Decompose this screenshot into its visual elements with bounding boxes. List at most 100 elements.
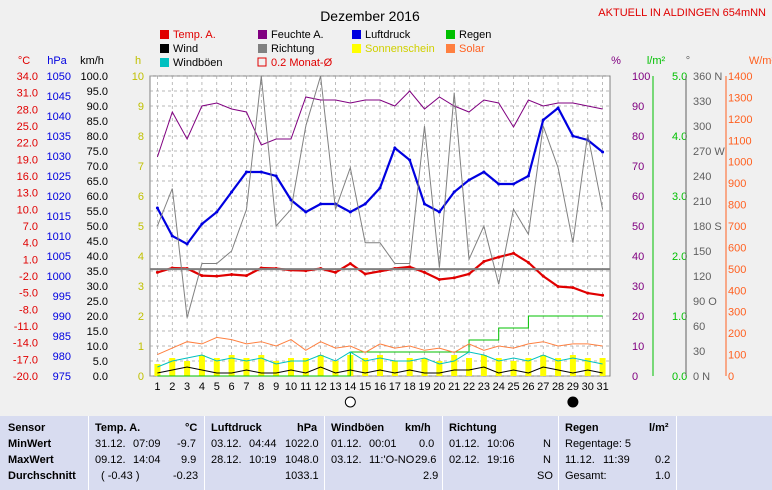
header-right: AKTUELL IN ALDINGEN 654mNN <box>598 7 766 19</box>
solar-tick-label: 800 <box>728 200 746 212</box>
temp-avg-note: ( -0.43 ) <box>101 470 140 482</box>
temp-head: Temp. A. <box>95 422 141 434</box>
pressure-min-val: 1022.0 <box>285 438 319 450</box>
sun-tick-label: 0 <box>138 371 144 383</box>
temp-tick-label: 22.0 <box>17 138 38 150</box>
x-tick-label: 8 <box>258 381 264 393</box>
pressure-tick-label: 1030 <box>47 151 71 163</box>
legend-label: Temp. A. <box>173 29 216 41</box>
row-min: MinWert <box>8 438 52 450</box>
x-tick-label: 11 <box>300 381 311 393</box>
sunshine-bar <box>287 358 294 376</box>
solar-tick-label: 300 <box>728 307 746 319</box>
direction-block: Richtung 01.12. 10:06 N 02.12. 19:16 N S… <box>442 416 559 490</box>
series-point <box>230 190 234 194</box>
direction-head: Richtung <box>449 422 497 434</box>
humidity-tick-label: 100 <box>632 71 650 83</box>
series-point <box>378 269 382 273</box>
solar-tick-label: 1400 <box>728 71 752 83</box>
x-tick-label: 17 <box>389 381 401 393</box>
legend-swatch <box>446 30 455 39</box>
solar-tick-label: 400 <box>728 285 746 297</box>
temp-block: Temp. A. °C 31.12. 07:09 -9.7 09.12. 14:… <box>88 416 205 490</box>
rain-unit: l/m² <box>647 55 666 67</box>
temp-tick-label: 28.0 <box>17 104 38 116</box>
temp-tick-label: 16.0 <box>17 171 38 183</box>
x-tick-label: 28 <box>552 381 564 393</box>
direction-tick-label: 90 O <box>693 296 717 308</box>
x-tick-label: 21 <box>448 381 460 393</box>
sunshine-bar <box>525 358 532 376</box>
sunshine-bar <box>317 355 324 376</box>
weather-chart: Temp. A. Feuchte A. Luftdruck Regen Wind Rich… <box>13 7 772 408</box>
rain-max-val: 0.2 <box>655 454 671 466</box>
sunshine-bar <box>510 361 517 376</box>
gust-max-val: 29.6 <box>415 454 437 466</box>
solar-tick-label: 900 <box>728 178 746 190</box>
pressure-tick-label: 990 <box>53 311 71 323</box>
series-point <box>571 134 575 138</box>
direction-tick-label: 300 <box>693 121 711 133</box>
x-tick-label: 4 <box>199 381 205 393</box>
series-point <box>423 202 427 206</box>
wind-tick-label: 5.0 <box>93 356 108 368</box>
legend-swatch <box>160 58 169 67</box>
x-tick-label: 27 <box>537 381 549 393</box>
sun-tick-label: 7 <box>138 161 144 173</box>
wind-tick-label: 80.0 <box>87 131 108 143</box>
temp-unit: °C <box>18 55 30 67</box>
series-point <box>289 198 293 202</box>
temp-max-date: 09.12. <box>95 454 126 466</box>
legend-label: Richtung <box>271 43 314 55</box>
direction-tick-label: 180 S <box>693 221 722 233</box>
series-feuchte-a- <box>156 90 603 158</box>
x-tick-label: 13 <box>329 381 341 393</box>
temp-tick-label: 34.0 <box>17 71 38 83</box>
pressure-tick-label: 1025 <box>47 171 71 183</box>
legend-swatch <box>446 44 455 53</box>
direction-min-date: 01.12. <box>449 438 480 450</box>
x-tick-label: 3 <box>184 381 190 393</box>
temp-tick-label: 4.0 <box>23 238 38 250</box>
series-point <box>215 274 219 278</box>
series-wind <box>157 366 603 374</box>
gust-unit: km/h <box>405 422 431 434</box>
sunshine-bar <box>451 355 458 376</box>
series-point <box>200 222 204 226</box>
sunshine-bar <box>377 355 383 376</box>
series-point <box>408 158 412 162</box>
gust-min-time: 00:01 <box>369 438 397 450</box>
direction-tick-label: 210 <box>693 196 711 208</box>
rain-max-time: 11:39 <box>603 454 630 466</box>
sunshine-bar <box>421 358 428 376</box>
series-point <box>408 265 412 269</box>
wind-tick-label: 100.0 <box>80 71 108 83</box>
series-point <box>526 174 530 178</box>
sunshine-bar <box>466 358 473 376</box>
solar-tick-label: 1300 <box>728 92 752 104</box>
series-point <box>185 242 189 246</box>
series-point <box>348 210 352 214</box>
solar-tick-label: 1000 <box>728 157 752 169</box>
temp-tick-label: 25.0 <box>17 121 38 133</box>
legend-swatch <box>160 44 169 53</box>
sunshine-bar <box>302 358 309 376</box>
pressure-tick-label: 1050 <box>47 71 71 83</box>
solar-tick-label: 200 <box>728 328 746 340</box>
wind-tick-label: 50.0 <box>87 221 108 233</box>
pressure-tick-label: 975 <box>53 371 71 383</box>
pressure-avg-val: 1033.1 <box>285 470 319 482</box>
humidity-tick-label: 70 <box>632 161 644 173</box>
pressure-max-date: 28.12. <box>211 454 242 466</box>
humidity-tick-label: 10 <box>632 341 644 353</box>
direction-unit: ° <box>686 55 690 67</box>
series-point <box>200 274 204 278</box>
humidity-unit: % <box>611 55 621 67</box>
pressure-tick-label: 1000 <box>47 271 71 283</box>
pressure-tick-label: 1045 <box>47 91 71 103</box>
legend-label: Regen <box>459 29 491 41</box>
temp-tick-label: 7.0 <box>23 221 38 233</box>
gust-block: Windböen km/h 01.12. 00:01 0.0 03.12. 11… <box>324 416 443 490</box>
wind-tick-label: 75.0 <box>87 146 108 158</box>
x-tick-label: 26 <box>522 381 534 393</box>
